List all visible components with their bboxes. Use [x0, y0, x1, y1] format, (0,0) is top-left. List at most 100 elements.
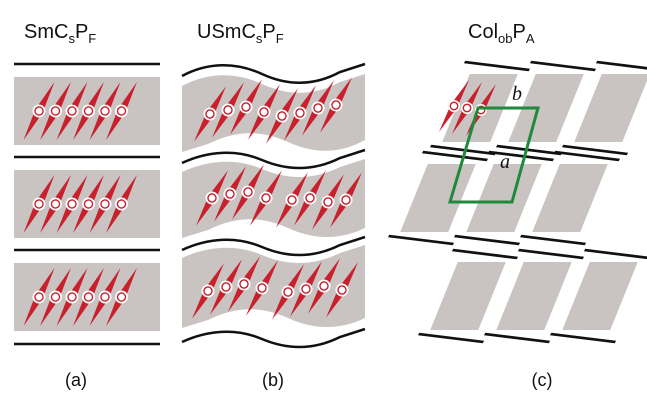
column-block — [483, 248, 585, 344]
undulated-boundary — [181, 62, 366, 84]
column-boundary — [517, 248, 585, 260]
molecule-core-ring — [67, 199, 77, 209]
molecule-core-ring — [83, 292, 94, 302]
bent-core-molecule — [290, 261, 322, 317]
unit-cell — [447, 106, 540, 204]
column-core — [466, 164, 542, 232]
bent-core-molecule — [326, 262, 358, 318]
bent-core-molecule — [56, 267, 88, 327]
undulated-boundary — [181, 235, 366, 257]
bent-core-molecule — [210, 259, 242, 315]
column-boundary — [387, 234, 455, 246]
panel-c-caption: (c) — [532, 370, 553, 390]
bent-core-molecule — [246, 260, 278, 316]
molecule-core-ring — [221, 282, 231, 292]
bent-core-molecule — [250, 170, 282, 226]
bent-core-molecule — [212, 82, 244, 138]
molecule-core-ring — [100, 199, 110, 209]
molecule-core-ring — [50, 199, 61, 209]
bent-core-molecule — [73, 267, 104, 327]
column-boundary — [417, 332, 485, 344]
panel-a-title: SmCsPF — [24, 21, 96, 46]
molecule-core-ring — [295, 108, 305, 118]
panel-a-caption: (a) — [65, 370, 87, 390]
bent-core-molecule — [284, 85, 316, 141]
bent-core-molecule — [330, 172, 362, 228]
panel-a-molecules — [23, 81, 137, 327]
bent-core-molecule — [312, 174, 344, 230]
column-block — [453, 150, 555, 246]
bent-core-molecule — [89, 174, 121, 234]
molecule-core-ring — [241, 102, 251, 112]
column-boundary — [549, 332, 617, 344]
bent-core-molecule — [196, 170, 228, 226]
bent-core-molecule — [302, 80, 334, 136]
bent-core-molecule — [452, 82, 482, 134]
bent-core-molecule — [73, 174, 104, 234]
panel-b-caption: (b) — [262, 370, 284, 390]
panel-b-molecules — [192, 77, 362, 320]
column-boundary — [483, 332, 551, 344]
molecule-core-ring — [287, 195, 297, 205]
panel-c-title: ColobPA — [468, 21, 535, 46]
bent-core-molecule — [56, 174, 88, 234]
column-boundary — [529, 60, 597, 72]
molecule-core-ring — [462, 103, 472, 113]
column-boundary — [453, 234, 521, 246]
lattice-label-a: a — [500, 151, 510, 173]
molecule-core-ring — [341, 195, 351, 205]
molecule-core-ring — [207, 193, 217, 203]
column-core — [400, 164, 476, 232]
bent-core-molecule — [294, 170, 326, 226]
column-core — [508, 74, 584, 142]
molecule-core-ring — [67, 292, 77, 302]
molecule-core-ring — [34, 292, 44, 302]
bent-core-molecule — [40, 81, 71, 141]
column-core — [532, 164, 608, 232]
molecule-core-ring — [319, 281, 329, 291]
molecule-core-ring — [449, 101, 459, 111]
column-block — [561, 60, 647, 156]
column-boundary — [463, 60, 531, 72]
molecule-core-ring — [283, 287, 293, 297]
bent-core-molecule — [106, 174, 137, 234]
column-core — [562, 262, 638, 330]
bent-core-molecule — [308, 258, 340, 314]
bent-core-molecule — [194, 86, 226, 142]
lattice-label-b: b — [512, 83, 522, 105]
molecule-core-ring — [34, 106, 44, 116]
bent-core-molecule — [272, 264, 304, 320]
column-boundary — [595, 60, 647, 72]
molecule-core-ring — [257, 283, 267, 293]
molecule-core-ring — [116, 292, 127, 302]
column-boundary — [519, 234, 587, 246]
undulated-layer — [182, 74, 365, 152]
molecule-core-ring — [225, 189, 235, 199]
bent-core-molecule — [89, 267, 121, 327]
molecule-core-ring — [243, 187, 253, 197]
molecule-core-ring — [261, 193, 271, 203]
molecule-core-ring — [305, 193, 315, 203]
molecule-core-ring — [323, 197, 333, 207]
bent-core-molecule — [106, 81, 137, 141]
column-boundary — [451, 248, 519, 260]
bent-core-molecule — [214, 166, 246, 222]
column-boundary — [553, 150, 621, 162]
molecule-core-ring — [100, 106, 110, 116]
bent-core-molecule — [23, 267, 55, 327]
bent-core-molecule — [276, 172, 308, 228]
bent-core-molecule — [320, 77, 352, 133]
bent-core-molecule — [266, 88, 298, 144]
bent-core-molecule — [106, 267, 137, 327]
column-core — [430, 262, 506, 330]
column-block — [519, 150, 621, 246]
bent-core-molecule — [89, 81, 121, 141]
panel-c-molecules — [439, 80, 496, 136]
panel-b-title: USmCsPF — [197, 21, 284, 46]
molecule-core-ring — [100, 292, 110, 302]
column-block — [417, 248, 519, 344]
molecule-core-ring — [116, 199, 127, 209]
bent-core-molecule — [40, 267, 71, 327]
molecule-core-ring — [259, 107, 269, 117]
